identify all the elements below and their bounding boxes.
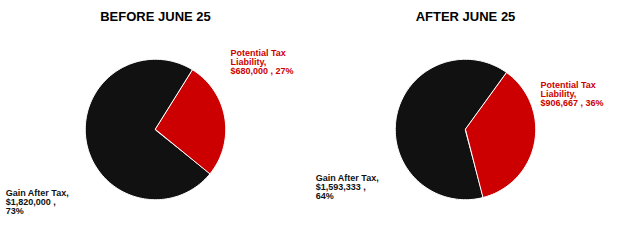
svg-text:Gain After Tax,$1,593,333 ,64%: Gain After Tax,$1,593,333 ,64% bbox=[316, 173, 379, 201]
svg-text:Potential TaxLiability,$906,66: Potential TaxLiability,$906,667 , 36% bbox=[540, 80, 603, 108]
svg-text:AFTER JUNE 25: AFTER JUNE 25 bbox=[416, 9, 516, 24]
svg-text:BEFORE JUNE 25: BEFORE JUNE 25 bbox=[100, 9, 211, 24]
svg-text:Gain After Tax,$1,820,000 ,73%: Gain After Tax,$1,820,000 ,73% bbox=[6, 188, 69, 216]
svg-text:Potential TaxLiability,$680,00: Potential TaxLiability,$680,000 , 27% bbox=[230, 48, 293, 76]
